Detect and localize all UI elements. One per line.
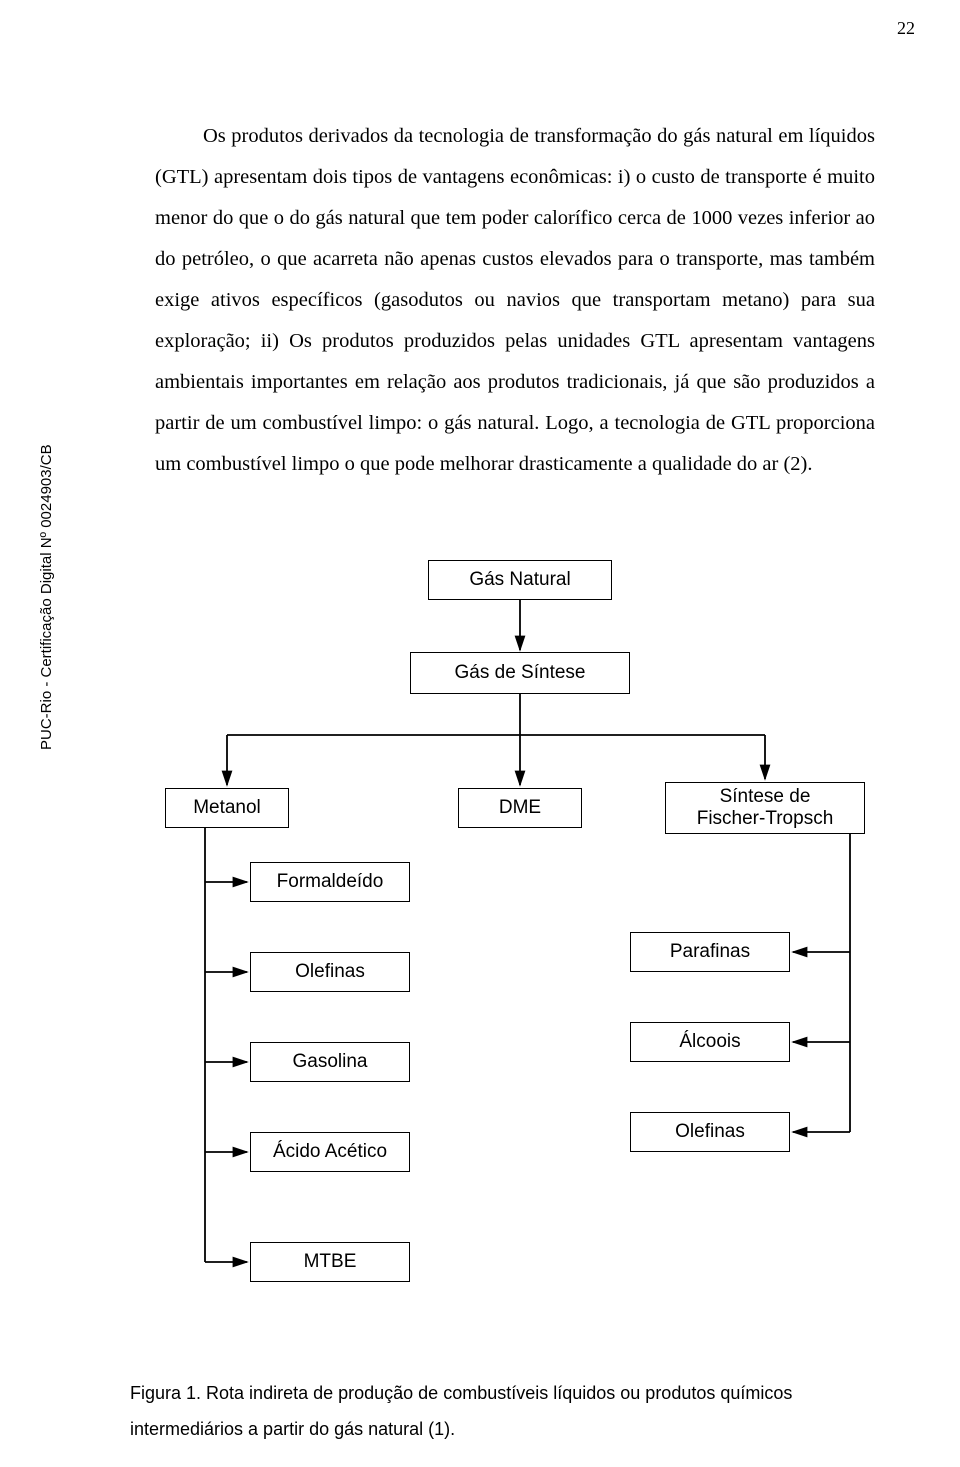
node-parafinas: Parafinas	[630, 932, 790, 972]
node-olefinas-left: Olefinas	[250, 952, 410, 992]
node-dme: DME	[458, 788, 582, 828]
node-formaldeido: Formaldeído	[250, 862, 410, 902]
page: 22 Os produtos derivados da tecnologia d…	[0, 0, 960, 1467]
node-metanol: Metanol	[165, 788, 289, 828]
page-number: 22	[897, 18, 915, 39]
node-olefinas-right: Olefinas	[630, 1112, 790, 1152]
node-gasolina: Gasolina	[250, 1042, 410, 1082]
body-paragraph: Os produtos derivados da tecnologia de t…	[155, 95, 875, 505]
node-mtbe: MTBE	[250, 1242, 410, 1282]
node-gas-natural: Gás Natural	[428, 560, 612, 600]
flowchart: Gás Natural Gás de Síntese Metanol DME S…	[130, 560, 910, 1380]
paragraph-text: Os produtos derivados da tecnologia de t…	[155, 116, 875, 485]
node-acido-acetico: Ácido Acético	[250, 1132, 410, 1172]
figure-caption: Figura 1. Rota indireta de produção de c…	[130, 1375, 875, 1447]
node-alcoois: Álcoois	[630, 1022, 790, 1062]
side-certification-label: PUC-Rio - Certificação Digital Nº 002490…	[38, 444, 55, 750]
node-fischer-tropsch: Síntese de Fischer-Tropsch	[665, 782, 865, 834]
node-gas-sintese: Gás de Síntese	[410, 652, 630, 694]
